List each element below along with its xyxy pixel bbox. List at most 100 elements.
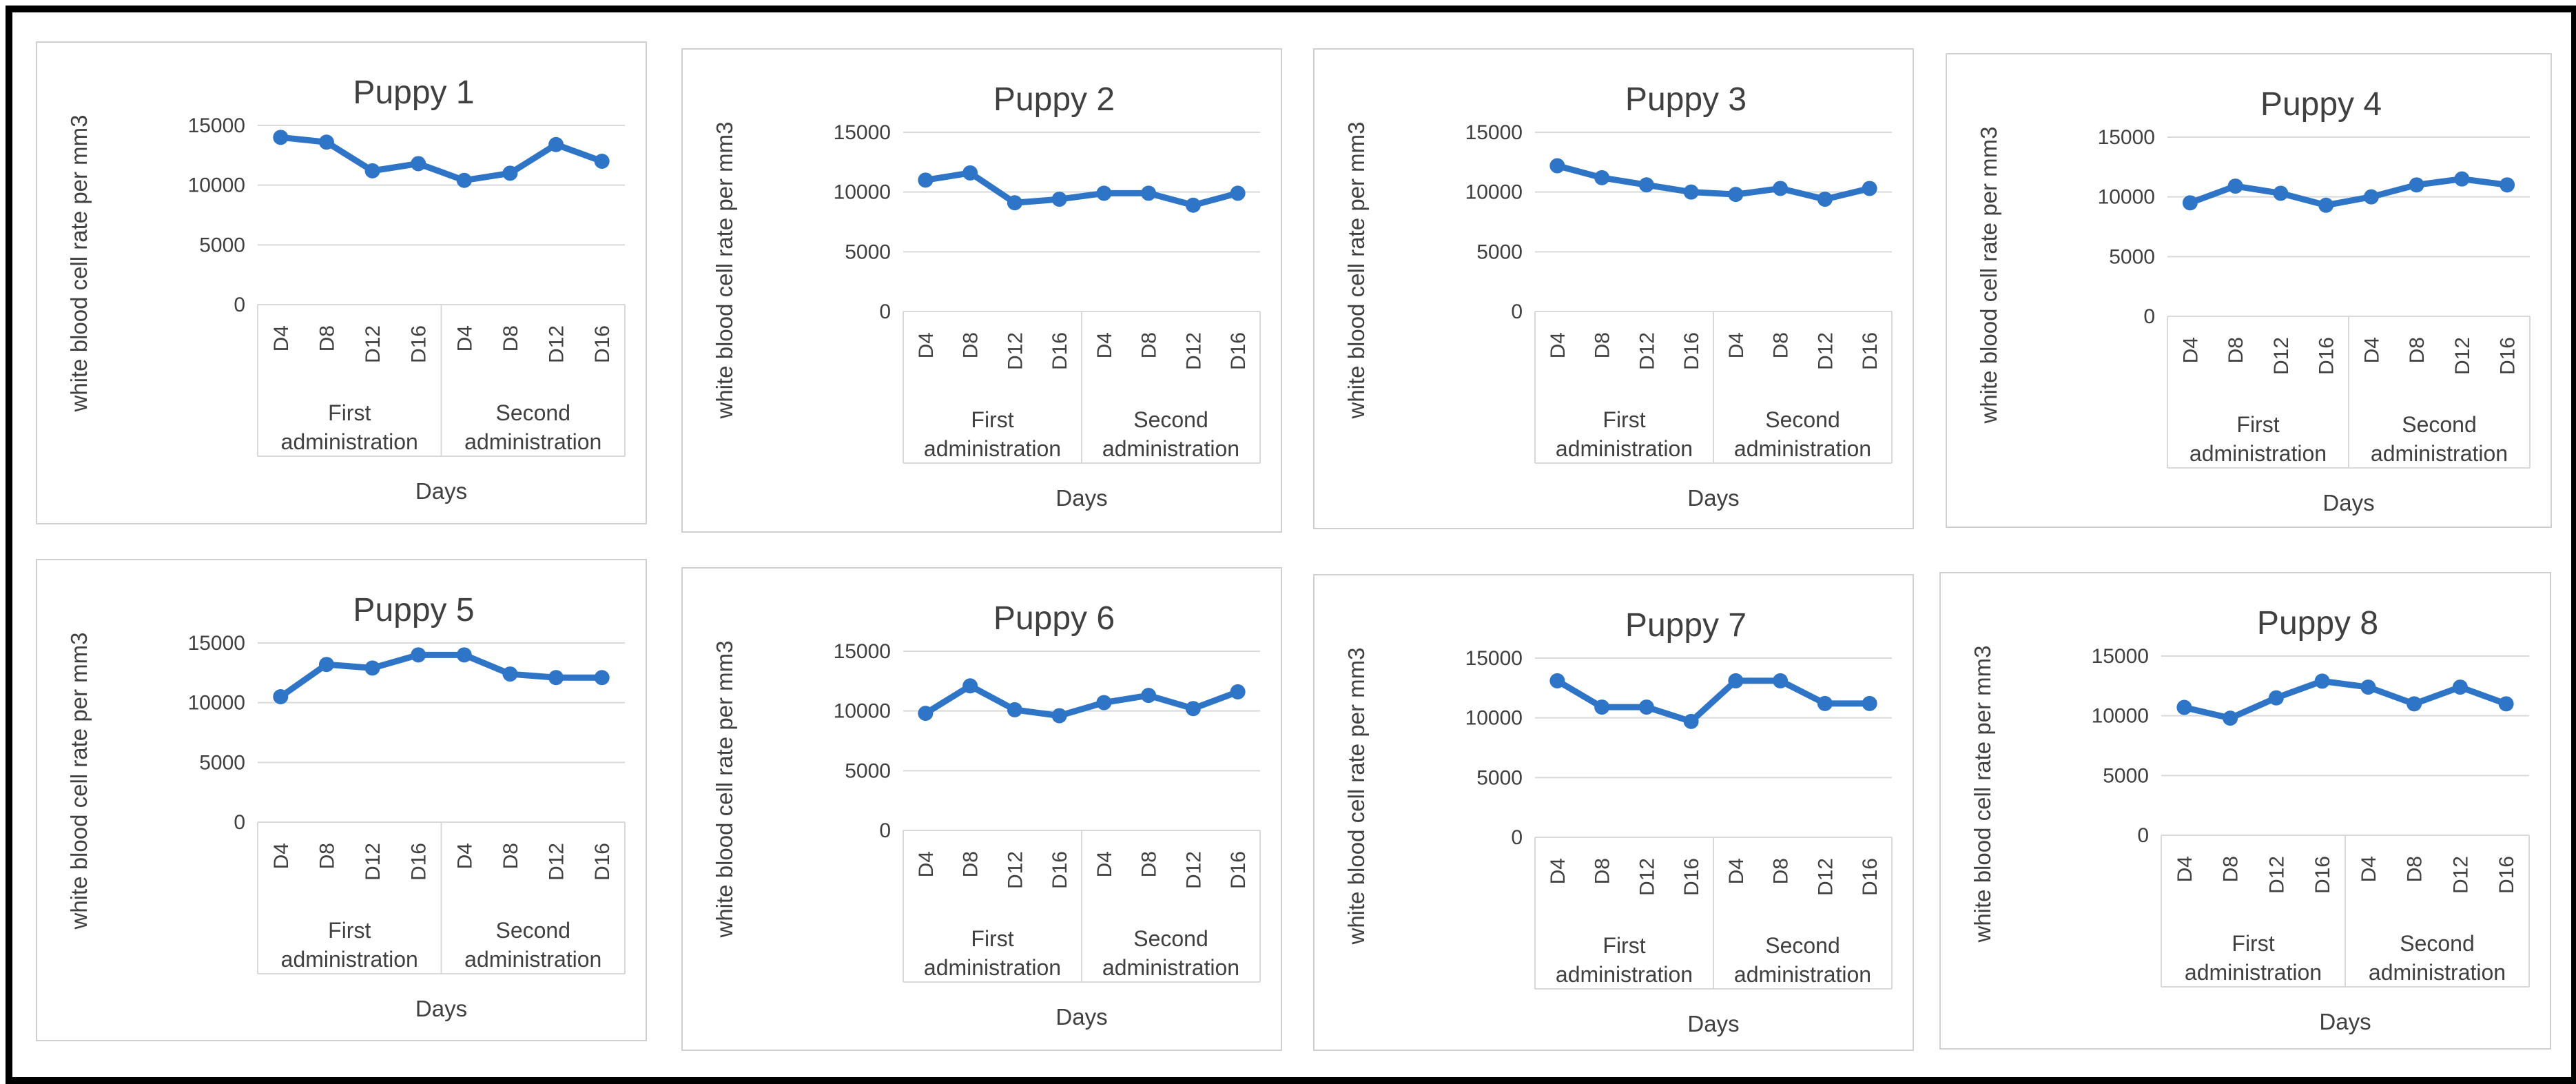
x-tick-label: D12	[1182, 332, 1205, 370]
group-label: Second	[1133, 926, 1208, 951]
data-point	[1185, 701, 1201, 717]
x-tick-label: D12	[546, 325, 568, 363]
group-label: administration	[281, 947, 418, 972]
group-label: Second	[2400, 931, 2475, 956]
group-label: administration	[924, 436, 1061, 461]
chart-title: Puppy 5	[353, 592, 474, 628]
x-tick-label: D4	[1093, 332, 1116, 358]
y-tick-label: 15000	[834, 640, 891, 663]
y-tick-label: 5000	[199, 751, 245, 774]
group-label: administration	[2371, 441, 2508, 466]
group-label: administration	[2185, 960, 2322, 985]
data-point	[2500, 177, 2515, 193]
x-axis-title: Days	[415, 478, 467, 504]
data-point	[2498, 696, 2514, 712]
series-line	[2181, 677, 2510, 722]
x-tick-label: D4	[2358, 856, 2380, 882]
x-tick-label: D16	[1680, 332, 1703, 370]
chart-panel-puppy-4: Puppy 4 0 5000 10000 15000 D4 D8 D12 D16 First adm…	[1946, 53, 2552, 528]
data-point	[1549, 158, 1565, 174]
data-point	[918, 706, 934, 722]
y-axis-title: white blood cell rate per mm3	[712, 640, 737, 938]
chart-title: Puppy 4	[2260, 86, 2382, 123]
y-axis-title: white blood cell rate per mm3	[712, 121, 737, 419]
x-tick-label: D8	[1138, 851, 1161, 877]
x-tick-label: D8	[316, 325, 338, 351]
series-line	[2187, 176, 2511, 209]
group-label: administration	[1102, 955, 1239, 980]
x-tick-label: D12	[1636, 332, 1658, 370]
data-point	[2227, 178, 2243, 194]
data-point	[962, 165, 978, 181]
data-point	[594, 154, 610, 169]
x-tick-label: D8	[2406, 337, 2429, 363]
y-tick-label: 15000	[188, 632, 245, 655]
x-tick-label: D8	[2225, 337, 2247, 363]
x-tick-label: D16	[1680, 858, 1703, 896]
y-tick-label: 0	[1511, 826, 1523, 849]
data-point	[318, 657, 334, 673]
x-tick-label: D4	[1547, 332, 1569, 358]
data-point	[1638, 177, 1654, 193]
group-label: administration	[281, 429, 418, 454]
x-tick-label: D4	[1725, 332, 1748, 358]
chart-panel-puppy-5: Puppy 5 0 5000 10000 15000 D4 D8 D12 D16 First adm…	[36, 559, 647, 1041]
x-tick-label: D16	[1859, 332, 1882, 370]
data-point	[502, 165, 518, 181]
series-line	[922, 170, 1241, 209]
y-tick-label: 10000	[834, 700, 891, 723]
data-point	[2454, 171, 2470, 187]
group-label: administration	[1734, 436, 1871, 461]
y-tick-label: 5000	[1476, 241, 1523, 263]
x-tick-label: D12	[1004, 851, 1027, 889]
x-tick-label: D8	[499, 325, 522, 351]
y-tick-label: 15000	[1465, 647, 1523, 670]
x-tick-label: D12	[2451, 337, 2474, 375]
x-tick-label: D8	[960, 332, 982, 358]
series-line	[277, 651, 606, 700]
y-tick-label: 15000	[1465, 121, 1523, 144]
chart-svg: Puppy 7 0 5000 10000 15000 D4 D8 D12 D16 First adm…	[1343, 607, 1893, 1036]
group-label: Second	[1765, 407, 1840, 432]
x-tick-label: D12	[1814, 858, 1837, 896]
x-tick-label: D4	[1093, 851, 1116, 877]
x-tick-label: D12	[362, 843, 384, 881]
data-point	[318, 134, 334, 150]
data-point	[1007, 195, 1022, 211]
data-point	[1051, 192, 1067, 207]
x-tick-label: D4	[1547, 858, 1569, 884]
data-point	[1141, 688, 1157, 704]
x-tick-label: D8	[1138, 332, 1161, 358]
x-tick-label: D8	[1770, 332, 1793, 358]
x-tick-label: D12	[1814, 332, 1837, 370]
x-tick-label: D12	[2270, 337, 2293, 375]
data-point	[548, 136, 564, 152]
y-tick-label: 5000	[2109, 245, 2155, 268]
group-label: administration	[924, 955, 1061, 980]
group-label: First	[1603, 407, 1645, 432]
y-tick-label: 5000	[1476, 766, 1523, 789]
group-label: Second	[1765, 933, 1840, 958]
y-tick-label: 0	[234, 811, 245, 834]
x-tick-label: D8	[2220, 856, 2243, 882]
data-point	[1230, 684, 1246, 699]
x-tick-label: D8	[499, 843, 522, 869]
x-axis-title: Days	[1687, 485, 1739, 511]
chart-title: Puppy 6	[993, 600, 1115, 637]
chart-svg: Puppy 4 0 5000 10000 15000 D4 D8 D12 D16 First adm…	[1976, 86, 2531, 515]
data-point	[1728, 187, 1744, 203]
x-tick-label: D8	[2404, 856, 2426, 882]
data-point	[548, 670, 564, 686]
data-point	[1817, 695, 1833, 711]
x-tick-label: D4	[915, 332, 938, 358]
group-label: First	[2232, 931, 2274, 956]
x-axis-title: Days	[415, 996, 467, 1021]
y-axis-title: white blood cell rate per mm3	[1343, 647, 1369, 945]
group-label: First	[1603, 933, 1645, 958]
group-label: administration	[464, 429, 601, 454]
group-label: Second	[495, 918, 570, 943]
group-label: administration	[1734, 962, 1871, 987]
data-point	[273, 130, 289, 145]
x-tick-label: D12	[1636, 858, 1658, 896]
x-axis-title: Days	[1055, 485, 1107, 511]
